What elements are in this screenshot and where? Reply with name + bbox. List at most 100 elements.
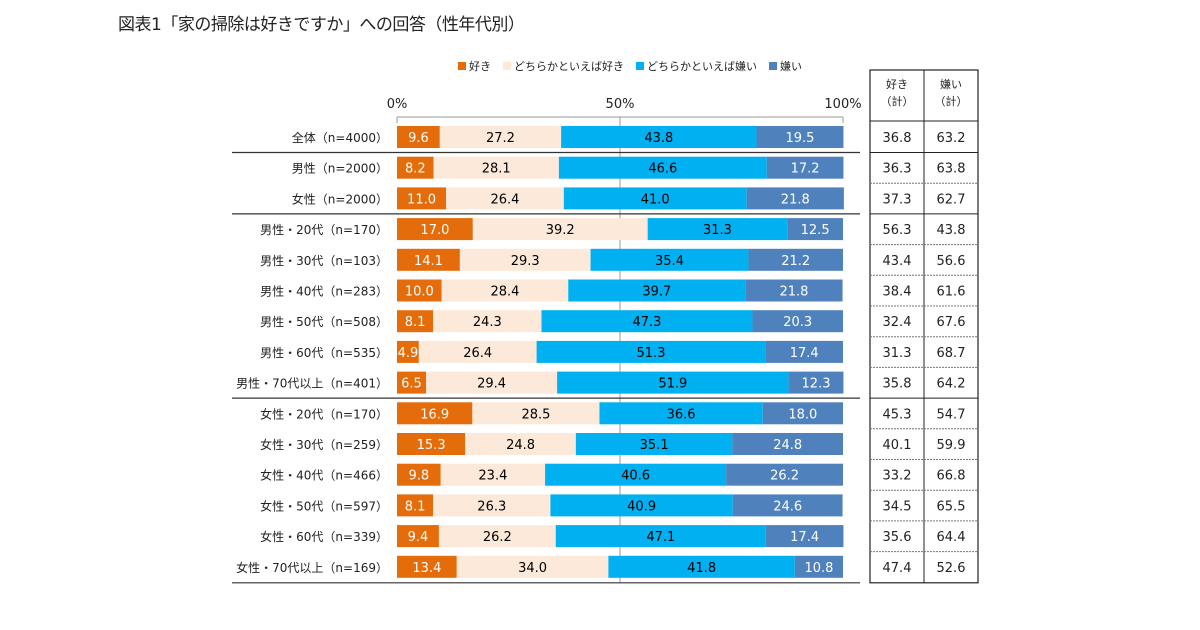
data-label: 20.3 <box>783 315 812 330</box>
legend-swatch <box>503 62 511 70</box>
data-label: 40.6 <box>621 469 650 484</box>
category-label: 女性・60代（n=339） <box>260 529 388 544</box>
data-label: 8.1 <box>405 499 426 514</box>
data-label: 51.3 <box>637 346 666 361</box>
data-label: 40.9 <box>627 499 656 514</box>
data-label: 39.7 <box>642 285 671 300</box>
bar-segment <box>745 279 843 302</box>
bar-segment <box>397 340 419 363</box>
data-label: 41.0 <box>641 192 670 207</box>
data-label: 27.2 <box>486 131 515 146</box>
data-label: 23.4 <box>478 469 507 484</box>
bar-segment <box>418 340 537 363</box>
legend-swatch <box>458 62 466 70</box>
table-cell: 64.2 <box>937 377 966 392</box>
data-label: 9.6 <box>408 131 429 146</box>
data-label: 26.4 <box>463 346 492 361</box>
table-cell: 36.8 <box>883 131 912 146</box>
bar-segment <box>439 126 562 148</box>
data-label: 17.4 <box>790 530 819 545</box>
data-label: 35.1 <box>640 438 669 453</box>
category-label: 女性・40代（n=466） <box>260 468 388 483</box>
bar-segment <box>756 126 844 148</box>
table-cell: 64.4 <box>937 530 966 545</box>
bar-segment <box>441 279 569 302</box>
data-label: 39.2 <box>546 223 575 238</box>
category-label: 全体（n=4000） <box>292 130 388 145</box>
table-header: 好き <box>886 77 908 91</box>
bar-segment <box>787 218 843 241</box>
data-label: 24.8 <box>506 438 535 453</box>
data-label: 28.4 <box>490 285 519 300</box>
data-label: 8.2 <box>405 162 426 177</box>
bar-segment <box>397 187 447 210</box>
data-label: 34.0 <box>518 561 547 576</box>
category-label: 女性（n=2000） <box>292 191 388 206</box>
bar-segment <box>397 433 466 455</box>
table-cell: 52.6 <box>937 561 966 576</box>
data-label: 51.9 <box>658 377 687 392</box>
data-label: 10.8 <box>804 561 833 576</box>
bar-segment <box>446 187 564 210</box>
bar-segment <box>762 402 843 425</box>
legend-swatch <box>769 62 777 70</box>
table-cell: 34.5 <box>883 499 912 514</box>
data-label: 21.8 <box>779 285 808 300</box>
chart-title: 図表1「家の掃除は好きですか」への回答（性年代別） <box>118 15 525 35</box>
bar-segment <box>472 402 600 425</box>
bar-segment <box>397 494 434 517</box>
bar-segment <box>746 187 844 210</box>
x-tick-label: 100% <box>824 97 861 112</box>
bar-segment <box>550 494 733 517</box>
bar-segment <box>545 463 727 486</box>
bar-segment <box>555 525 766 548</box>
data-label: 10.0 <box>405 285 434 300</box>
data-label: 29.4 <box>477 377 506 392</box>
data-label: 28.1 <box>482 162 511 177</box>
bar-segment <box>732 494 843 517</box>
data-label: 29.3 <box>511 254 540 269</box>
bar-segment <box>397 218 473 241</box>
table-cell: 40.1 <box>883 438 912 453</box>
bar-segment <box>732 433 843 455</box>
bar-segment <box>459 248 591 271</box>
bar-segment <box>397 463 441 486</box>
bar-segment <box>788 371 844 394</box>
category-label: 男性・20代（n=170） <box>260 223 388 237</box>
table-header: （計） <box>935 94 968 108</box>
data-label: 47.3 <box>633 315 662 330</box>
bar-segment <box>726 463 843 486</box>
bar-segment <box>541 310 753 333</box>
legend-label: 嫌い <box>780 59 802 73</box>
table-cell: 65.5 <box>937 499 966 514</box>
bar-segment <box>590 248 749 271</box>
data-label: 17.4 <box>790 346 819 361</box>
data-label: 26.4 <box>490 192 519 207</box>
data-label: 24.6 <box>773 499 802 514</box>
bar-segment <box>766 156 844 179</box>
bar-segment <box>557 371 789 394</box>
legend-label: どちらかといえば好き <box>514 59 624 73</box>
table-cell: 33.2 <box>883 469 912 484</box>
data-label: 36.6 <box>667 407 696 422</box>
table-cell: 56.6 <box>937 254 966 269</box>
table-cell: 63.2 <box>937 131 966 146</box>
category-label: 男性・60代（n=535） <box>260 346 388 360</box>
table-cell: 35.8 <box>883 377 912 392</box>
data-label: 26.3 <box>477 499 506 514</box>
category-label: 男性・30代（n=103） <box>260 254 388 268</box>
category-label: 男性・40代（n=283） <box>260 285 388 299</box>
bar-segment <box>647 218 788 241</box>
table-cell: 36.3 <box>883 162 912 177</box>
bar-segment <box>599 402 763 425</box>
table-cell: 47.4 <box>883 561 912 576</box>
table-cell: 43.8 <box>937 223 966 238</box>
bar-segment <box>561 126 757 148</box>
bar-segment <box>563 187 747 210</box>
legend-label: 好き <box>469 59 491 73</box>
bar-segment <box>608 555 795 578</box>
data-label: 35.4 <box>655 254 684 269</box>
table-cell: 67.6 <box>937 315 966 330</box>
table-cell: 38.4 <box>883 285 912 300</box>
bar-segment <box>575 433 733 455</box>
